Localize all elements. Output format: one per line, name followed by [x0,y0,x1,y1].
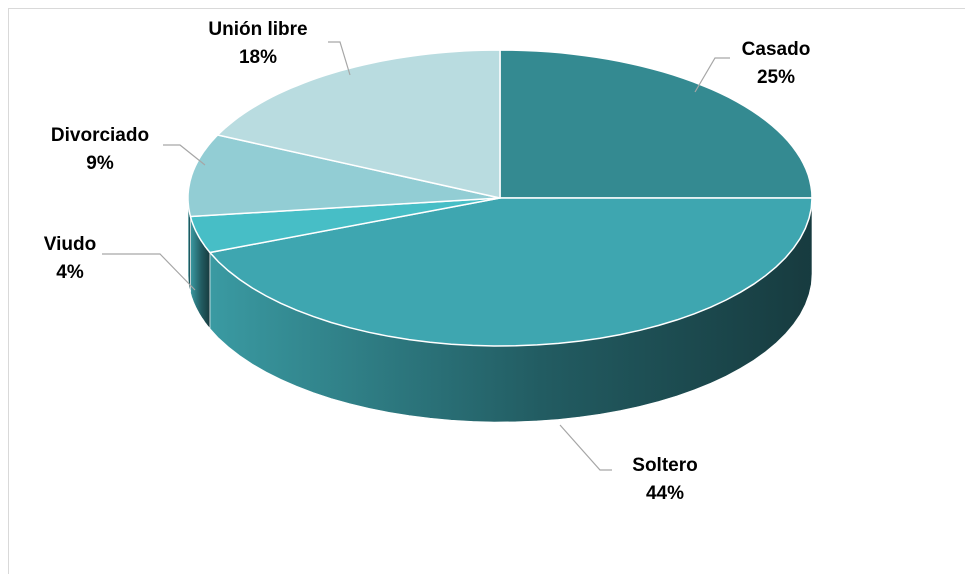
slice [187,134,501,218]
leader-line [102,253,196,291]
slice [189,197,501,254]
leader-line [559,424,612,471]
data-label-name: Soltero [632,455,697,476]
leader-line [328,41,351,76]
data-label-value: 9% [86,153,114,174]
slice [208,197,813,347]
slice [499,49,813,199]
data-label-name: Unión libre [208,19,307,40]
data-label-value: 44% [646,483,684,504]
data-label-value: 18% [239,47,277,68]
leader-line [694,57,730,93]
data-label-name: Viudo [44,234,96,255]
slice [216,49,501,199]
leader-line [163,144,206,166]
data-label-value: 4% [56,262,84,283]
data-label-value: 25% [757,67,795,88]
data-label-name: Casado [742,39,811,60]
data-label-name: Divorciado [51,125,149,146]
